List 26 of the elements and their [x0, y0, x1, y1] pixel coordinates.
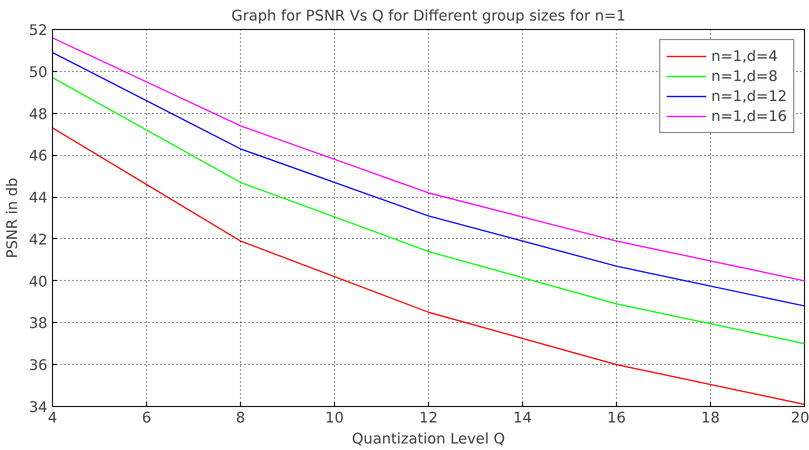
y-tick-label: 46: [28, 148, 48, 165]
x-tick-label: 14: [513, 410, 532, 426]
legend-label: n=1,d=8: [711, 68, 778, 84]
legend-label: n=1,d=4: [711, 48, 778, 64]
y-tick-label: 40: [28, 273, 48, 290]
y-tick-label: 34: [28, 399, 48, 416]
y-tick-label: 44: [28, 190, 48, 207]
x-tick-label: 8: [236, 410, 246, 426]
x-tick-label: 10: [325, 410, 344, 426]
chart-title: Graph for PSNR Vs Q for Different group sizes for n=1: [231, 8, 626, 24]
x-tick-label: 20: [790, 410, 809, 426]
x-axis-title: Quantization Level Q: [352, 430, 506, 448]
legend-label: n=1,d=12: [711, 88, 787, 104]
y-tick-label: 38: [28, 315, 48, 332]
y-tick-label: 52: [28, 22, 48, 39]
y-axis-title: PSNR in db: [4, 178, 21, 258]
y-tick-label: 48: [28, 106, 48, 123]
y-tick-label: 42: [28, 231, 48, 248]
y-tick-label: 36: [28, 357, 48, 374]
x-tick-label: 16: [607, 410, 626, 426]
legend-label: n=1,d=16: [711, 108, 787, 124]
x-tick-label: 12: [419, 410, 438, 426]
x-tick-label: 18: [701, 410, 720, 426]
y-tick-label: 50: [28, 64, 48, 81]
x-tick-label: 6: [142, 410, 152, 426]
x-tick-label: 4: [48, 410, 58, 426]
